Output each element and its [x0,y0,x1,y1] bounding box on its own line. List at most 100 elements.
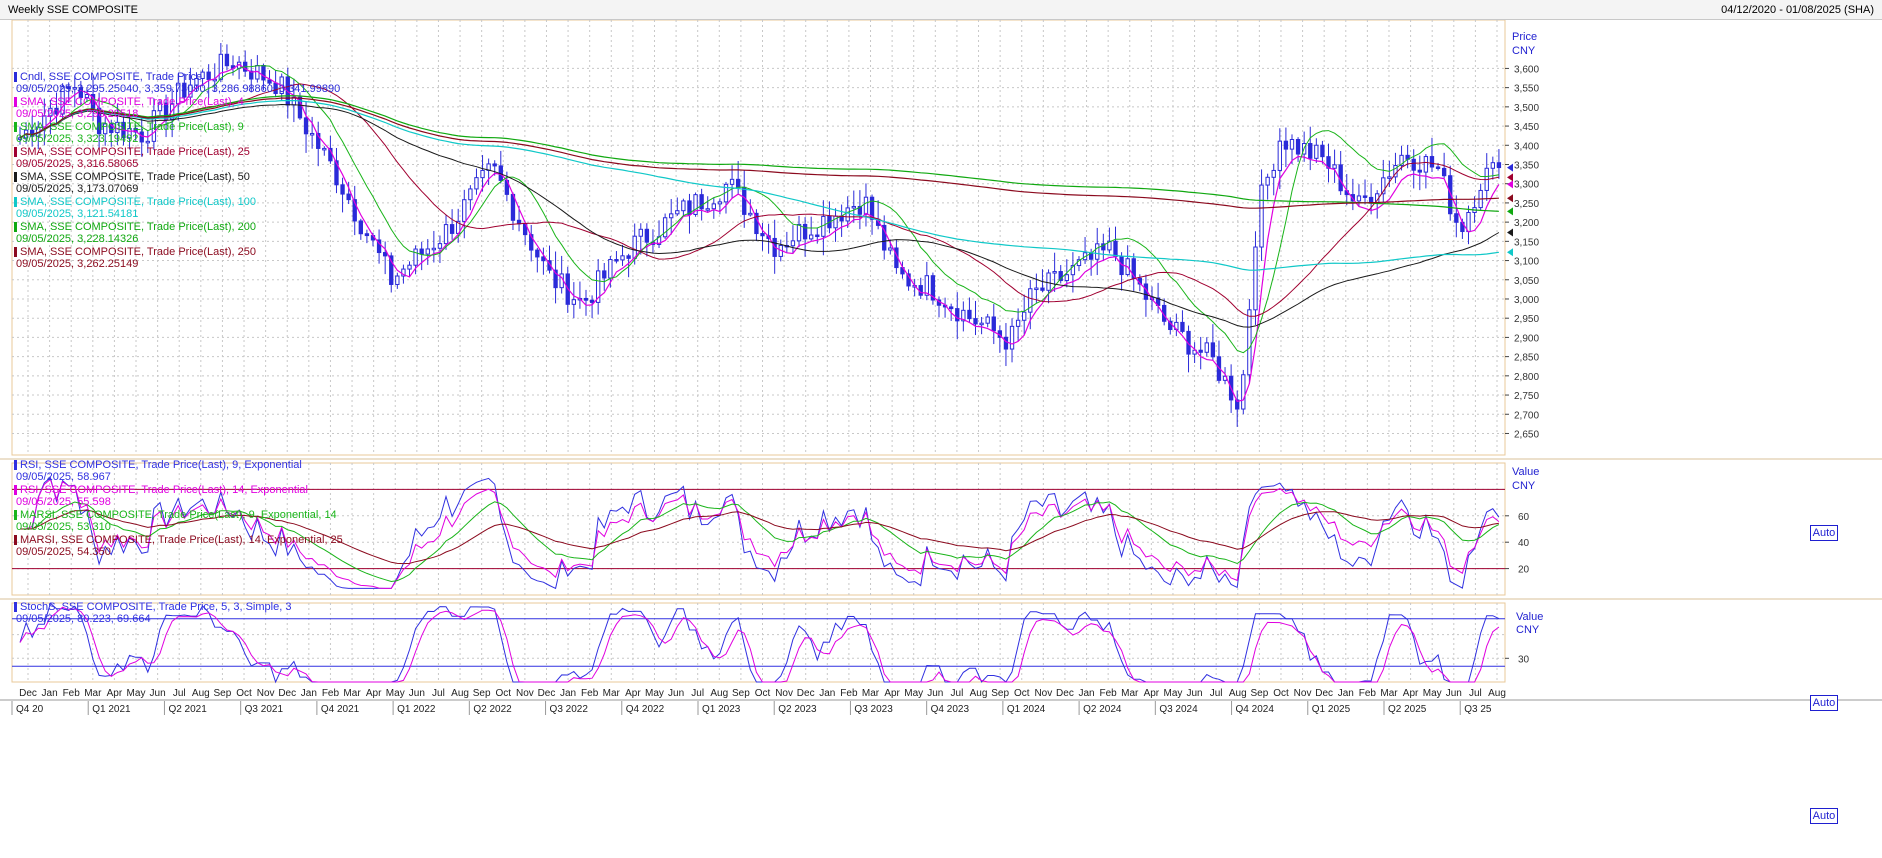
candle-body [474,177,479,190]
candle-body [882,224,887,251]
price-tick-label: 3,450 [1514,122,1539,133]
x-month-label: Dec [278,688,296,699]
x-month-label: May [127,688,146,699]
stoch-auto-scale-button[interactable]: Auto [1810,808,1838,824]
candle-body [425,248,430,255]
x-month-label: Jun [150,688,166,699]
price-legend-marker [14,172,17,182]
stoch-legend-name: StochS, SSE COMPOSITE, Trade Price, 5, 3… [20,601,291,613]
chart-window-title: Weekly SSE COMPOSITE [8,4,138,16]
x-quarter-label: Q2 2024 [1083,704,1122,715]
x-month-label: Mar [84,688,102,699]
candle-body [644,228,650,243]
price-axis-unit: CNY [1512,45,1536,57]
candle-body [638,228,643,237]
rsi14-line [20,478,1500,589]
x-month-label: Sep [473,688,491,699]
x-month-label: Feb [840,688,858,699]
candle-body [662,217,668,238]
x-quarter-label: Q1 2025 [1312,704,1351,715]
rsi-axis-unit: CNY [1512,480,1536,492]
candle-body [1381,177,1386,195]
price-legend-name: SMA, SSE COMPOSITE, Trade Price(Last), 2… [20,146,250,158]
price-tick-label: 2,950 [1514,314,1539,325]
candle-body [224,53,230,67]
candle-body [1022,311,1027,321]
marsi9-line [20,501,1500,583]
last-value-marker [1507,194,1513,203]
candle-body [322,147,327,151]
x-month-label: Jun [927,688,943,699]
x-month-label: Feb [1359,688,1377,699]
x-quarter-label: Q4 2021 [321,704,360,715]
x-month-label: Jul [691,688,704,699]
candle-body [103,123,108,135]
candle-body [620,255,625,261]
candle-body [182,82,187,98]
candle-body [869,196,875,220]
candle-body [303,117,309,135]
rsi-tick-label: 40 [1518,538,1530,549]
candle-body [961,309,966,322]
candle-body [1186,330,1191,355]
last-value-marker [1507,248,1513,257]
price-legend-value: 09/05/2025, 3,173.07069 [16,183,138,195]
candle-body [1320,144,1325,158]
chart-canvas[interactable]: Cndl, SSE COMPOSITE, Trade Price09/05/20… [0,20,1882,858]
x-month-label: Jan [1338,688,1354,699]
x-month-label: Apr [1403,688,1419,699]
x-month-label: May [645,688,664,699]
candle-body [973,318,978,325]
x-month-label: Nov [516,688,534,699]
candle-body [1362,195,1368,198]
x-month-label: Jun [409,688,425,699]
candle-body [1052,271,1057,274]
candle-body [717,201,723,205]
candle-body [748,212,753,216]
candle-body [1454,213,1459,223]
candle-body [431,247,437,251]
candle-body [1070,265,1076,276]
x-quarter-label: Q2 2022 [473,704,512,715]
candle-body [316,132,321,149]
candle-body [1113,240,1118,257]
candle-body [754,212,759,235]
x-month-label: Aug [970,688,988,699]
x-month-label: Sep [732,688,750,699]
rsi-auto-scale-button[interactable]: Auto [1810,695,1838,711]
candle-body [1034,287,1039,291]
x-month-label: Sep [991,688,1009,699]
candle-body [1180,321,1185,332]
x-month-label: Aug [710,688,728,699]
x-month-label: Aug [1488,688,1506,699]
candle-body [1283,140,1289,150]
x-quarter-label: Q4 20 [16,704,44,715]
price-legend-marker [14,72,17,82]
price-tick-label: 2,850 [1514,353,1539,364]
price-legend-name: SMA, SSE COMPOSITE, Trade Price(Last), 1… [20,196,256,208]
candle-body [705,208,710,211]
x-quarter-label: Q3 2024 [1159,704,1198,715]
candle-body [1417,169,1422,173]
candle-body [1198,349,1203,353]
price-auto-scale-button[interactable]: Auto [1810,525,1838,541]
price-legend-value: 09/05/2025, 3,262.25149 [16,258,138,270]
price-panel-frame [11,20,1506,456]
x-month-label: Feb [63,688,81,699]
candle-body [395,275,400,285]
x-month-label: Oct [1273,688,1289,699]
candle-body [596,270,601,303]
candle-body [1107,240,1112,251]
candle-body [1393,165,1398,178]
x-month-label: Jul [173,688,186,699]
price-legend-value: 09/05/2025, 3,316.58065 [16,158,138,170]
x-month-label: Dec [538,688,556,699]
price-legend-name: SMA, SSE COMPOSITE, Trade Price(Last), 5… [20,171,250,183]
candle-body [401,268,406,277]
x-month-label: Aug [1229,688,1247,699]
price-legend-name: SMA, SSE COMPOSITE, Trade Price(Last), 2… [20,246,256,258]
candle-body [72,87,77,90]
candle-body [851,205,856,209]
x-quarter-label: Q1 2021 [92,704,131,715]
candle-body [1289,138,1295,150]
